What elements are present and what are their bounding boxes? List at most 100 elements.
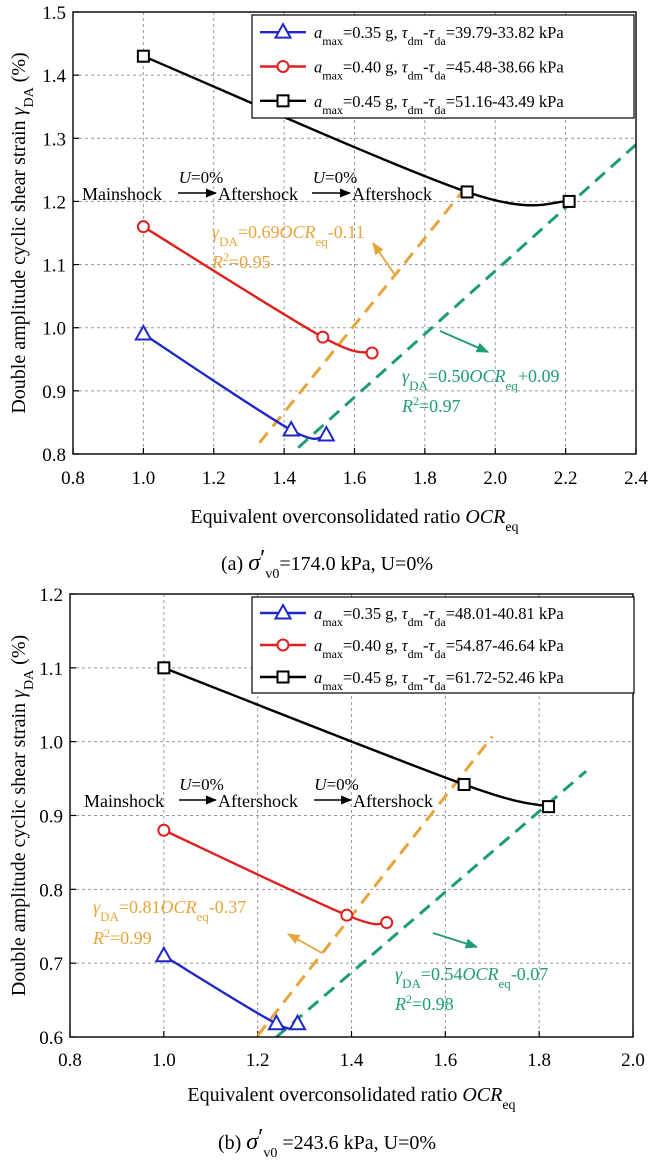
x-tick-label: 1.8 [413,468,437,489]
data-point-square [460,185,474,199]
data-point-circle [380,916,394,930]
series-line-2 [163,829,387,926]
x-tick-label: 2.0 [483,468,507,489]
plot-frame [72,11,637,455]
y-tick-label: 0.8 [39,880,63,901]
sequence-aftershock-1: Aftershock [218,791,298,811]
legend-entry: amax=0.40 g, τdm-τda=54.87-46.64 kPa [314,636,564,661]
data-point-triangle [267,1013,286,1031]
fit-r-squared: R2=0.99 [92,926,152,948]
y-tick-label: 1.2 [42,192,66,213]
y-tick-label: 0.7 [39,954,63,975]
x-tick-label: 1.6 [343,468,367,489]
y-tick-label: 1.4 [42,66,66,87]
y-tick-label: 0.6 [39,1028,63,1049]
pore-pressure-label: U=0% [314,775,359,794]
series-line-3 [163,666,549,808]
legend: amax=0.35 g, τdm-τda=39.79-33.82 kPa amax… [251,14,635,119]
data-point-circle [136,220,150,234]
sequence-mainshock: Mainshock [82,184,162,204]
panel-caption: (a) σ′v0=174.0 kPa, U=0% [221,546,433,582]
data-point-triangle [317,424,336,442]
data-point-triangle [134,323,153,341]
sequence-mainshock: Mainshock [84,791,164,811]
sequence-aftershock-2: Aftershock [352,184,432,204]
legend-entry: amax=0.45 g, τdm-τda=61.72-52.46 kPa [314,668,564,693]
legend-marker-square [276,94,290,108]
legend-entry: amax=0.45 g, τdm-τda=51.16-43.49 kPa [314,92,564,117]
data-point-square [562,194,576,208]
pore-pressure-label: U=0% [313,168,358,187]
sequence-aftershock-1: Aftershock [218,184,298,204]
x-tick-label: 0.8 [58,1050,82,1071]
y-tick-label: 1.0 [42,319,66,340]
chart-panel-a: 0.8 1.0 1.2 1.4 1.6 1.8 2.0 2.2 2.4 0.8 0.9 1.0 1.1 1… [8,3,648,582]
fit-annotation-arrow [439,330,490,353]
legend-marker-triangle [273,22,293,39]
x-tick-label: 1.0 [152,1050,176,1071]
legend-marker-triangle [273,602,293,620]
legend-entry: amax=0.40 g, τdm-τda=45.48-38.66 kPa [314,58,564,83]
fit-line-1 [256,735,494,1037]
pore-pressure-label: U=0% [179,168,224,187]
fit-line-2 [297,143,638,449]
x-axis-label: Equivalent overconsolidated ratio OCReq [187,1084,515,1113]
data-point-triangle [281,419,301,437]
chart-panel-b: 0.8 1.0 1.2 1.4 1.6 1.8 2.0 0.6 0.7 0.8 0.9 1.0 1.1 1… [8,585,645,1161]
fit-annotation-arrow [372,241,396,276]
fit-equation: γDA=0.69OCReq-0.11 [212,222,365,249]
legend-marker-square [276,670,290,684]
fit-r-squared: R2=0.95 [211,250,271,272]
x-tick-label: 2.4 [624,468,648,489]
y-tick-label: 1.3 [42,129,66,150]
fit-annotation-arrow [432,932,479,949]
data-point-square [457,777,471,791]
legend-marker-circle [276,60,290,73]
series-line-1 [142,333,327,440]
x-tick-label: 1.6 [433,1050,457,1071]
data-point-square [157,661,171,675]
legend: amax=0.35 g, τdm-τda=48.01-40.81 kPa amax… [251,596,635,694]
x-tick-label: 1.2 [202,468,226,489]
data-point-circle [340,908,354,922]
y-axis-label: Double amplitude cyclic shear strain γDA… [8,52,37,413]
data-point-circle [157,823,171,837]
y-tick-label: 0.9 [42,382,66,403]
y-tick-label: 1.0 [39,733,63,754]
fit-r-squared: R2=0.97 [401,394,461,416]
data-point-square [542,800,556,814]
data-point-triangle [154,945,174,963]
x-tick-label: 1.8 [527,1050,551,1071]
series-line-3 [142,55,570,207]
plot-frame [69,593,634,1038]
x-axis-label: Equivalent overconsolidated ratio OCReq [190,506,518,535]
legend-entry: amax=0.35 g, τdm-τda=48.01-40.81 kPa [314,604,564,629]
panel-caption: (b) σ′v0 =243.6 kPa, U=0% [218,1125,436,1161]
y-tick-label: 0.8 [42,445,66,466]
fit-equation: γDA=0.50OCReq+0.09 [402,366,559,393]
fit-equation: γDA=0.54OCReq-0.07 [395,964,548,991]
x-tick-label: 1.4 [340,1050,364,1071]
x-tick-label: 1.4 [272,468,296,489]
fit-annotation-arrow [286,933,323,954]
legend-marker-circle [276,638,290,652]
y-tick-label: 1.2 [39,585,63,606]
fit-r-squared: R2=0.98 [394,992,454,1014]
y-tick-label: 1.5 [42,3,66,24]
fit-equation: γDA=0.81OCReq-0.37 [93,897,246,924]
y-axis-label: Double amplitude cyclic shear strain γDA… [8,635,37,996]
sequence-aftershock-2: Aftershock [353,791,433,811]
x-tick-label: 1.2 [246,1050,270,1071]
data-point-circle [365,346,379,360]
fit-line-2 [275,770,588,1039]
x-tick-label: 2.0 [621,1050,645,1071]
x-tick-label: 0.8 [61,468,85,489]
data-point-triangle [288,1013,307,1031]
data-point-square [136,49,150,63]
